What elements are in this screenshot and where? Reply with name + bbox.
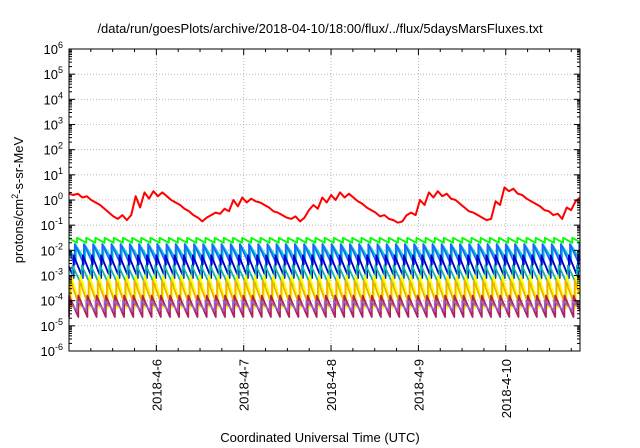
series-line-6 bbox=[68, 264, 581, 287]
y-axis-label: protons/cm2-s-sr-MeV bbox=[9, 136, 27, 264]
y-tick-label: 10-2 bbox=[41, 241, 63, 258]
x-tick-label: 2018-4-8 bbox=[324, 359, 339, 411]
y-tick-label: 101 bbox=[44, 166, 63, 183]
x-axis-label: Coordinated Universal Time (UTC) bbox=[220, 430, 420, 445]
x-tick-label: 2018-4-7 bbox=[237, 359, 252, 411]
y-tick-label: 10-1 bbox=[41, 216, 63, 233]
chart-title: /data/run/goesPlots/archive/2018-04-10/1… bbox=[97, 21, 543, 36]
y-tick-label: 10-6 bbox=[41, 342, 63, 359]
series-line-2 bbox=[68, 236, 581, 244]
y-tick-label: 106 bbox=[44, 40, 63, 57]
x-tick-label: 2018-4-6 bbox=[149, 359, 164, 411]
y-tick-label: 100 bbox=[44, 191, 63, 208]
y-tick-label: 103 bbox=[44, 116, 63, 133]
y-axis-ticks: 10-6 10-5 10-4 10-3 10-2 10-1 100 101 102 103 104 1… bbox=[41, 40, 580, 359]
series-line-10 bbox=[68, 299, 581, 312]
x-tick-label: 2018-4-10 bbox=[499, 359, 514, 418]
y-tick-label: 10-4 bbox=[41, 292, 63, 309]
x-axis-ticks: 2018-4-6 2018-4-7 2018-4-8 2018-4-9 2018-4-1… bbox=[90, 49, 572, 418]
series-line-1 bbox=[68, 186, 581, 224]
y-tick-label: 10-5 bbox=[41, 317, 63, 334]
y-tick-label: 105 bbox=[44, 65, 63, 82]
y-tick-label: 10-3 bbox=[41, 267, 63, 284]
x-tick-label: 2018-4-9 bbox=[411, 359, 426, 411]
series-line-3 bbox=[68, 244, 581, 262]
y-tick-label: 102 bbox=[44, 141, 63, 158]
y-tick-label: 104 bbox=[44, 90, 63, 107]
series-lines bbox=[68, 186, 581, 318]
